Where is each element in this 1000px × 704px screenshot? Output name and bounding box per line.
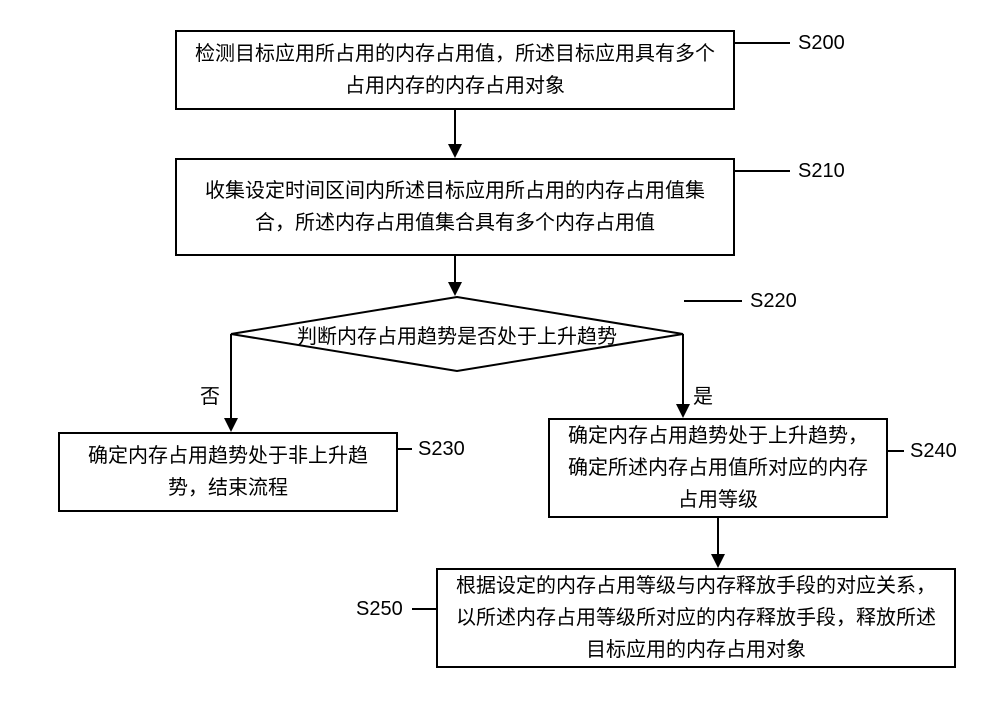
label-connector-s230	[398, 448, 412, 450]
edge-label-no: 否	[200, 380, 220, 409]
label-connector-s200	[735, 42, 790, 44]
label-s250: S250	[356, 598, 403, 621]
label-s240: S240	[910, 440, 957, 463]
label-s220: S220	[750, 290, 797, 313]
edge-label-yes: 是	[693, 380, 713, 409]
arrowhead-s210-s220	[448, 282, 462, 296]
branch-yes-v	[682, 334, 684, 406]
label-s210: S210	[798, 160, 845, 183]
node-s200: 检测目标应用所占用的内存占用值，所述目标应用具有多个占用内存的内存占用对象	[175, 30, 735, 110]
node-s210-text: 收集设定时间区间内所述目标应用所占用的内存占用值集合，所述内存占用值集合具有多个…	[189, 175, 721, 239]
label-connector-s210	[735, 170, 790, 172]
arrowhead-s240-s250	[711, 554, 725, 568]
label-s230: S230	[418, 438, 465, 461]
node-s250-text: 根据设定的内存占用等级与内存释放手段的对应关系，以所述内存占用等级所对应的内存释…	[450, 570, 942, 666]
node-s220-text: 判断内存占用趋势是否处于上升趋势	[297, 320, 617, 349]
label-connector-s240	[888, 450, 904, 452]
node-s220: 判断内存占用趋势是否处于上升趋势	[230, 296, 684, 372]
branch-yes-arrowhead	[676, 404, 690, 418]
arrow-s240-s250	[717, 518, 719, 556]
arrow-s200-s210	[454, 110, 456, 146]
label-connector-s250	[412, 608, 436, 610]
node-s240-text: 确定内存占用趋势处于上升趋势，确定所述内存占用值所对应的内存占用等级	[562, 420, 874, 516]
node-s230: 确定内存占用趋势处于非上升趋势，结束流程	[58, 432, 398, 512]
label-s200: S200	[798, 32, 845, 55]
node-s210: 收集设定时间区间内所述目标应用所占用的内存占用值集合，所述内存占用值集合具有多个…	[175, 158, 735, 256]
node-s240: 确定内存占用趋势处于上升趋势，确定所述内存占用值所对应的内存占用等级	[548, 418, 888, 518]
label-connector-s220	[684, 300, 742, 302]
node-s200-text: 检测目标应用所占用的内存占用值，所述目标应用具有多个占用内存的内存占用对象	[189, 38, 721, 102]
branch-no-v	[230, 334, 232, 420]
arrow-s210-s220	[454, 256, 456, 284]
node-s230-text: 确定内存占用趋势处于非上升趋势，结束流程	[72, 440, 384, 504]
node-s250: 根据设定的内存占用等级与内存释放手段的对应关系，以所述内存占用等级所对应的内存释…	[436, 568, 956, 668]
arrowhead-s200-s210	[448, 144, 462, 158]
branch-no-arrowhead	[224, 418, 238, 432]
